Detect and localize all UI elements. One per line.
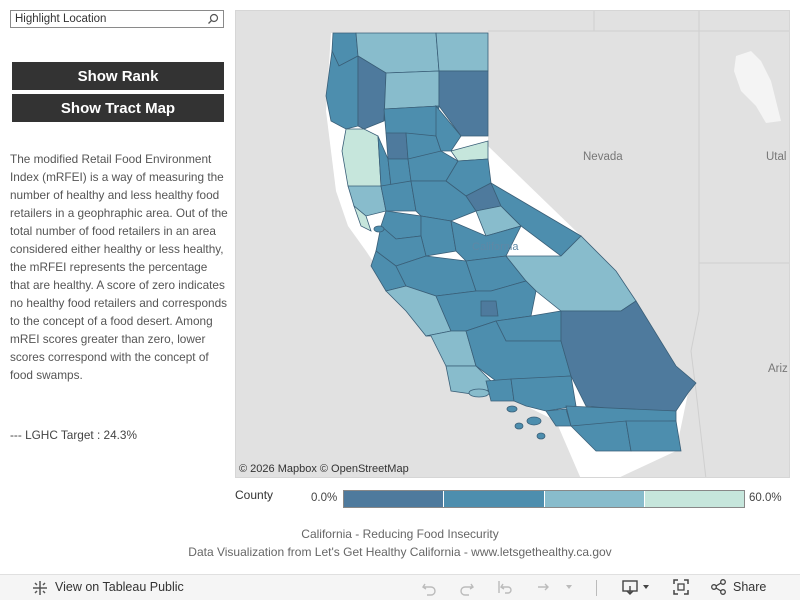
county-mono[interactable] — [490, 182, 582, 257]
legend-swatch — [344, 491, 444, 507]
mrfei-description: The modified Retail Food Environment Ind… — [10, 152, 228, 382]
county-humboldt[interactable] — [325, 49, 359, 130]
island-shape[interactable] — [506, 405, 518, 413]
island-shape[interactable] — [526, 416, 542, 426]
legend-title: County — [235, 488, 274, 502]
county-san-joaquin[interactable] — [420, 215, 457, 257]
redo-icon[interactable] — [458, 578, 476, 596]
legend-swatch — [443, 491, 544, 507]
island-shape[interactable] — [468, 388, 490, 398]
map-label-california: California — [472, 241, 519, 253]
revert-icon[interactable] — [496, 578, 514, 596]
map-svg[interactable] — [236, 11, 790, 478]
map-label-utah: Utal — [766, 151, 787, 163]
island-shape[interactable] — [514, 422, 524, 430]
map-label-arizona: Ariz — [768, 363, 788, 375]
lake-shape — [734, 51, 781, 123]
california-county-map[interactable]: Nevada Utal Ariz California © 2026 Mapbo… — [235, 10, 790, 478]
refresh-dropdown-icon[interactable] — [565, 583, 573, 591]
footer-title: California - Reducing Food Insecurity — [301, 527, 499, 541]
highlight-location-search[interactable] — [10, 10, 224, 28]
county-marin[interactable] — [353, 204, 372, 232]
show-rank-button[interactable]: Show Rank — [12, 62, 224, 90]
county-napa-yolo[interactable] — [380, 180, 417, 212]
county-ventura[interactable] — [485, 378, 515, 402]
footer-source: Data Visualization from Let's Get Health… — [188, 545, 612, 559]
state-borders — [488, 11, 789, 477]
view-on-tableau-public-link[interactable]: View on Tableau Public — [55, 580, 184, 594]
county-glenn[interactable] — [385, 132, 409, 160]
legend-swatch — [543, 491, 644, 507]
county-mendocino[interactable] — [341, 128, 382, 192]
download-dropdown-icon[interactable] — [642, 583, 650, 591]
toolbar-divider — [596, 580, 597, 596]
county-modoc[interactable] — [435, 32, 489, 72]
map-attribution[interactable]: © 2026 Mapbox © OpenStreetMap — [239, 463, 409, 475]
search-icon[interactable] — [207, 13, 219, 25]
county-lassen[interactable] — [438, 70, 489, 137]
county-imperial[interactable] — [625, 420, 682, 452]
undo-icon[interactable] — [420, 578, 438, 596]
legend-max-label: 60.0% — [749, 492, 782, 504]
county-kings[interactable] — [480, 300, 499, 317]
tableau-logo-icon[interactable] — [32, 580, 48, 596]
download-icon[interactable] — [621, 578, 639, 596]
map-label-nevada: Nevada — [583, 151, 623, 163]
county-tehama[interactable] — [383, 105, 440, 137]
island-shape[interactable] — [536, 432, 546, 440]
tableau-toolbar: View on Tableau Public Share — [0, 574, 800, 600]
fullscreen-icon[interactable] — [672, 578, 690, 596]
show-tract-map-button[interactable]: Show Tract Map — [12, 94, 224, 122]
refresh-icon[interactable] — [535, 578, 553, 596]
county-plumas[interactable] — [435, 104, 462, 152]
legend-color-bar — [343, 490, 745, 508]
county-trinity[interactable] — [357, 55, 387, 130]
county-san-bernardino[interactable] — [560, 300, 697, 412]
county-sacramento[interactable] — [410, 180, 477, 222]
search-input[interactable] — [11, 11, 205, 27]
island-shape[interactable] — [373, 225, 385, 233]
legend-swatch — [643, 491, 744, 507]
lghc-target: --- LGHC Target : 24.3% — [10, 428, 137, 442]
share-button[interactable]: Share — [733, 580, 767, 594]
county-shapes[interactable] — [325, 32, 697, 452]
legend-min-label: 0.0% — [311, 492, 338, 504]
share-icon[interactable] — [710, 578, 728, 596]
